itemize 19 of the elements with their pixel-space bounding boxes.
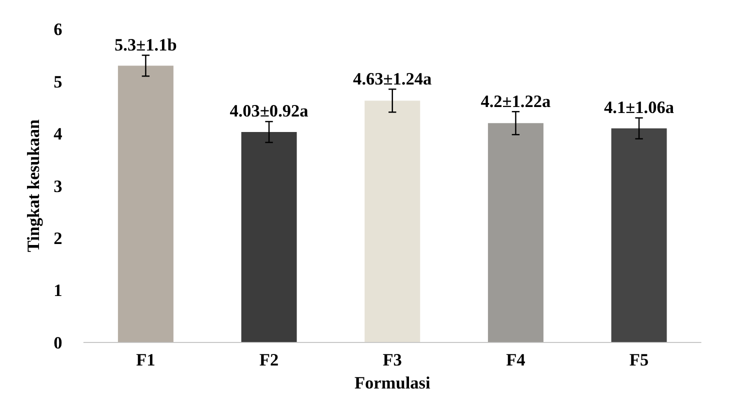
- data-label: 4.63±1.24a: [353, 69, 432, 88]
- y-tick-label: 4: [54, 124, 63, 144]
- y-axis-title: Tingkat kesukaan: [24, 119, 44, 252]
- x-tick-label: F1: [136, 350, 156, 370]
- data-label: 4.2±1.22a: [480, 92, 552, 111]
- data-label: 4.1±1.06a: [604, 98, 674, 118]
- y-tick-label: 1: [54, 281, 62, 300]
- y-tick-label: 5: [54, 72, 62, 92]
- x-tick-label: F5: [629, 350, 649, 370]
- x-tick-label: F3: [382, 350, 402, 370]
- y-tick-label: 0: [54, 333, 62, 352]
- y-tick-label: 3: [54, 176, 63, 196]
- x-tick-label: F4: [506, 350, 526, 370]
- data-label: 4.03±0.92a: [230, 102, 309, 121]
- y-tick-label: 6: [54, 20, 63, 40]
- y-tick-label: 2: [54, 229, 62, 248]
- data-label: 5.3±1.1b: [114, 35, 177, 54]
- x-axis-title: Formulasi: [354, 374, 430, 393]
- x-tick-label: F2: [259, 350, 279, 370]
